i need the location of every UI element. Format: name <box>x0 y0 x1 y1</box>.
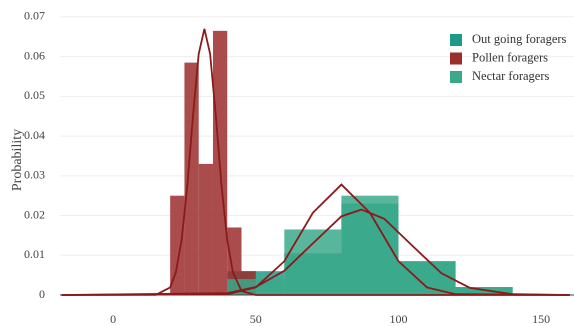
histogram-bar <box>455 287 513 295</box>
legend-label: Pollen foragers <box>472 50 548 64</box>
x-tick-label: 50 <box>250 312 262 326</box>
kde-curve <box>61 183 570 296</box>
y-tick-label: 0.07 <box>24 9 45 23</box>
legend-label: Out going foragers <box>472 32 567 46</box>
histogram-bar <box>227 227 242 295</box>
x-tick-label: 100 <box>389 312 407 326</box>
histogram-bar <box>198 163 213 295</box>
y-axis-label: Probability <box>10 129 25 191</box>
histogram-bar <box>184 62 199 295</box>
y-tick-label: 0.04 <box>24 128 45 142</box>
legend-swatch <box>450 34 462 46</box>
x-tick-label: 150 <box>532 312 550 326</box>
y-tick-label: 0.02 <box>24 207 45 221</box>
y-tick-label: 0.06 <box>24 48 45 62</box>
histogram-bar <box>398 261 456 295</box>
x-tick-label: 0 <box>110 312 116 326</box>
y-tick-label: 0 <box>39 287 45 301</box>
y-tick-label: 0.01 <box>24 247 45 261</box>
y-tick-label: 0.05 <box>24 88 45 102</box>
legend-swatch <box>450 52 462 65</box>
y-tick-label: 0.03 <box>24 168 45 182</box>
legend-label: Nectar foragers <box>472 69 550 83</box>
histogram-bar <box>170 195 185 295</box>
kde-curve <box>61 28 570 296</box>
legend-swatch <box>450 71 462 83</box>
